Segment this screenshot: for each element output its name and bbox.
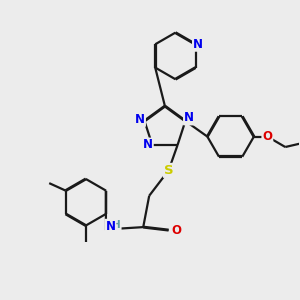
Text: O: O	[262, 130, 272, 143]
Text: N: N	[105, 220, 116, 233]
Text: N: N	[184, 112, 194, 124]
Text: H: H	[112, 220, 121, 230]
Text: O: O	[171, 224, 181, 237]
Text: N: N	[193, 38, 203, 51]
Text: S: S	[164, 164, 173, 177]
Text: N: N	[135, 113, 145, 126]
Text: N: N	[143, 139, 153, 152]
